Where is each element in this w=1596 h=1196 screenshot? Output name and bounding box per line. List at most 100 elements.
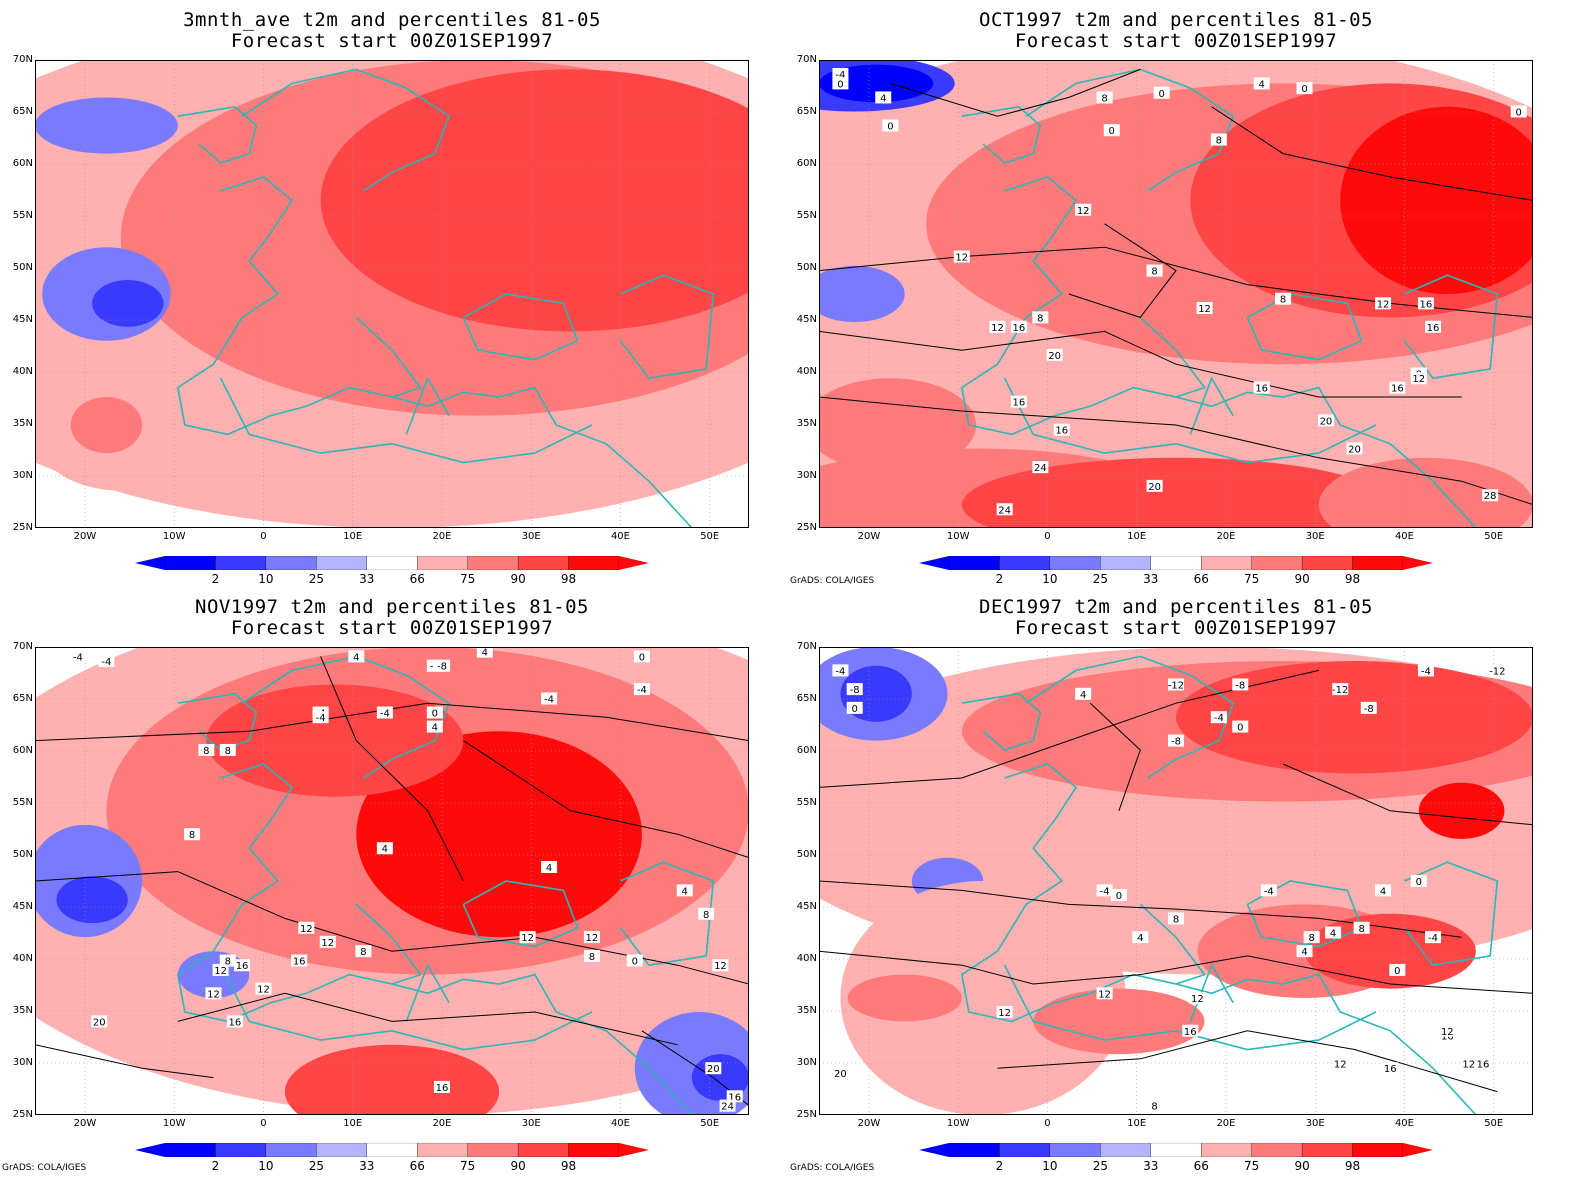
temperature-contour (320, 656, 464, 882)
longitude-label: 40E (1394, 531, 1414, 542)
longitude-label: 0 (1044, 531, 1051, 542)
contour-label: 8 (703, 910, 709, 921)
coastline (462, 880, 579, 948)
longitude-label: 0 (260, 531, 267, 542)
coastline (1139, 316, 1206, 398)
colorbar-label: 66 (1193, 572, 1209, 586)
contour-label: 12 (714, 961, 727, 972)
contour-label: -4 (1214, 713, 1224, 724)
latitude-label: 45N (796, 314, 817, 325)
colorbar-label: 2 (995, 1159, 1004, 1173)
latitude-label: 60N (12, 158, 33, 169)
coastline (177, 692, 258, 751)
contour-label: -4 (73, 652, 83, 663)
latitude-label: 50N (12, 262, 33, 273)
coastline (241, 68, 451, 192)
latitude-label: 70N (796, 54, 817, 65)
colorbar-label: 33 (1143, 572, 1159, 586)
contour-label: 12 (991, 323, 1004, 334)
panel-oct1997: OCT1997 t2m and percentiles 81-05 Forecas… (790, 0, 1596, 590)
latitude-label: 25N (12, 1109, 33, 1120)
contour-label: 16 (1055, 426, 1068, 437)
anomaly-shading (334, 106, 592, 248)
contour-label: 20 (93, 1017, 106, 1028)
contour-label: 4 (1137, 933, 1143, 944)
coastline (1003, 964, 1377, 1051)
colorbar-label: 90 (510, 572, 526, 586)
contour-label: 20 (707, 1064, 720, 1075)
contour-label: 16 (1441, 1031, 1454, 1042)
colorbar-label: 75 (1244, 1159, 1260, 1173)
contour-label: -4 (380, 709, 390, 720)
latitude-label: 45N (796, 901, 817, 912)
anomaly-shading (56, 876, 128, 924)
contour-label: 16 (1391, 384, 1404, 395)
contour-label: 0 (1516, 107, 1522, 118)
contour-label: 8 (1151, 267, 1157, 278)
contour-label: 8 (1173, 914, 1179, 925)
panel-dec1997: DEC1997 t2m and percentiles 81-05 Forecas… (790, 590, 1596, 1196)
contour-label: -4 (1100, 886, 1110, 897)
latitude-label: 70N (12, 54, 33, 65)
contour-label: 4 (1080, 690, 1086, 701)
contour-label: 16 (293, 957, 306, 968)
latitude-label: 55N (12, 797, 33, 808)
contour-label: -4 (835, 666, 845, 677)
contour-label: -8 (1235, 680, 1245, 691)
colorbar-label: 98 (1344, 572, 1361, 586)
contour-label: 12 (1191, 994, 1204, 1005)
latitude-label: 25N (12, 522, 33, 533)
coastline (1003, 377, 1377, 464)
colorbar-label: 25 (1092, 1159, 1108, 1173)
coastline (1025, 655, 1235, 779)
longitude-label: 50E (1484, 531, 1504, 542)
colorbar-label: 66 (409, 1159, 425, 1173)
colorbar-label: 98 (560, 572, 577, 586)
contour-label: 20 (1048, 351, 1061, 362)
anomaly-shading (49, 951, 164, 998)
longitude-label: 0 (1044, 1118, 1051, 1129)
colorbar-label: 66 (1193, 1159, 1209, 1173)
contour-label: 16 (728, 1092, 741, 1103)
coastline (177, 105, 258, 164)
panel-subtitle: Forecast start 00Z01SEP1997 (230, 617, 554, 639)
contour-label: 24 (721, 1102, 734, 1113)
contour-label: -8 (437, 662, 447, 673)
contour-label: 20 (1320, 416, 1333, 427)
latitude-label: 70N (796, 641, 817, 652)
contour-label: 8 (225, 746, 231, 757)
contour-label: 12 (1098, 989, 1111, 1000)
anomaly-shading (1418, 782, 1505, 839)
latitude-label: 25N (796, 1109, 817, 1120)
contour-label: 16 (1013, 323, 1026, 334)
temperature-contour (890, 68, 1141, 117)
colorbar-label: 75 (460, 572, 476, 586)
longitude-label: 30E (1305, 1118, 1325, 1129)
contour-label: 12 (321, 938, 334, 949)
longitude-label: 30E (521, 531, 541, 542)
longitude-label: 50E (700, 531, 720, 542)
contour-label: 8 (1151, 1102, 1157, 1113)
colorbar-label: 10 (258, 1159, 274, 1173)
anomaly-shading (92, 279, 164, 327)
latitude-label: 35N (12, 1005, 33, 1016)
temperature-contour (1068, 223, 1177, 318)
contour-label: 8 (1358, 924, 1364, 935)
longitude-label: 0 (260, 1118, 267, 1129)
longitude-label: 10E (1127, 531, 1147, 542)
longitude-label: 50E (1484, 1118, 1504, 1129)
latitude-label: 65N (12, 693, 33, 704)
contour-label: -4 (316, 713, 326, 724)
anomaly-shading (1304, 913, 1476, 989)
temperature-contour (35, 702, 749, 742)
anomaly-shading (206, 684, 464, 797)
colorbar-label: 98 (560, 1159, 577, 1173)
latitude-label: 40N (12, 366, 33, 377)
coastline (1403, 861, 1499, 967)
coastline (241, 655, 451, 779)
map-plot-area: -4-804-12 -8-40-8-12-8-4 -12-4 00-44 8 -48440… (819, 647, 1533, 1115)
latitude-label: 60N (796, 745, 817, 756)
colorbar-label: 25 (308, 572, 324, 586)
latitude-label: 30N (12, 470, 33, 481)
percentile-colorbar (919, 1143, 1433, 1157)
